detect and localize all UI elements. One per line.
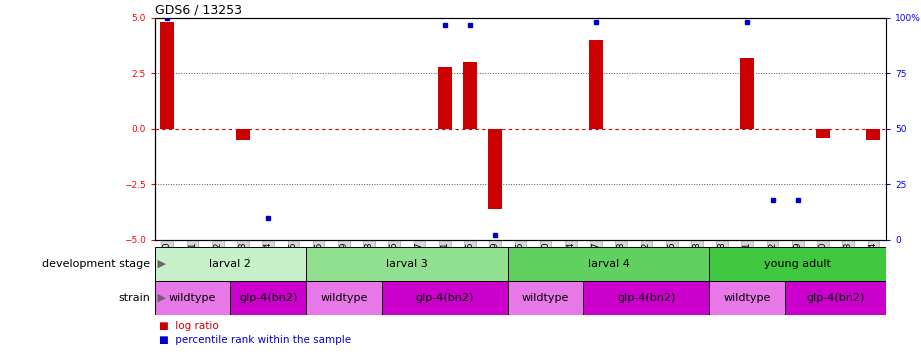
Text: ■  percentile rank within the sample: ■ percentile rank within the sample: [159, 335, 352, 345]
Bar: [160, 22, 174, 129]
Text: development stage: development stage: [42, 259, 150, 269]
Bar: [155, 247, 306, 281]
Bar: [867, 129, 880, 140]
Bar: [230, 281, 306, 315]
Text: glp-4(bn2): glp-4(bn2): [239, 293, 297, 303]
Text: larval 2: larval 2: [209, 259, 251, 269]
Bar: [709, 281, 785, 315]
Text: young adult: young adult: [764, 259, 831, 269]
Bar: [583, 281, 709, 315]
Text: glp-4(bn2): glp-4(bn2): [807, 293, 865, 303]
Text: ■  log ratio: ■ log ratio: [159, 321, 219, 331]
Bar: [381, 281, 507, 315]
Bar: [155, 281, 230, 315]
Bar: [709, 247, 886, 281]
Text: glp-4(bn2): glp-4(bn2): [415, 293, 474, 303]
Text: ▶: ▶: [154, 293, 166, 303]
Text: strain: strain: [118, 293, 150, 303]
Bar: [816, 129, 830, 138]
Bar: [740, 58, 754, 129]
Text: larval 4: larval 4: [588, 259, 630, 269]
Bar: [589, 40, 603, 129]
Text: GDS6 / 13253: GDS6 / 13253: [155, 4, 241, 17]
Text: wildtype: wildtype: [321, 293, 367, 303]
Bar: [507, 281, 583, 315]
Text: wildtype: wildtype: [169, 293, 216, 303]
Bar: [488, 129, 502, 209]
Bar: [306, 281, 381, 315]
Bar: [437, 67, 451, 129]
Text: wildtype: wildtype: [724, 293, 771, 303]
Text: wildtype: wildtype: [522, 293, 569, 303]
Bar: [785, 281, 886, 315]
Bar: [463, 62, 477, 129]
Text: ▶: ▶: [154, 259, 166, 269]
Bar: [306, 247, 507, 281]
Bar: [507, 247, 709, 281]
Bar: [236, 129, 250, 140]
Text: larval 3: larval 3: [386, 259, 427, 269]
Text: glp-4(bn2): glp-4(bn2): [617, 293, 676, 303]
